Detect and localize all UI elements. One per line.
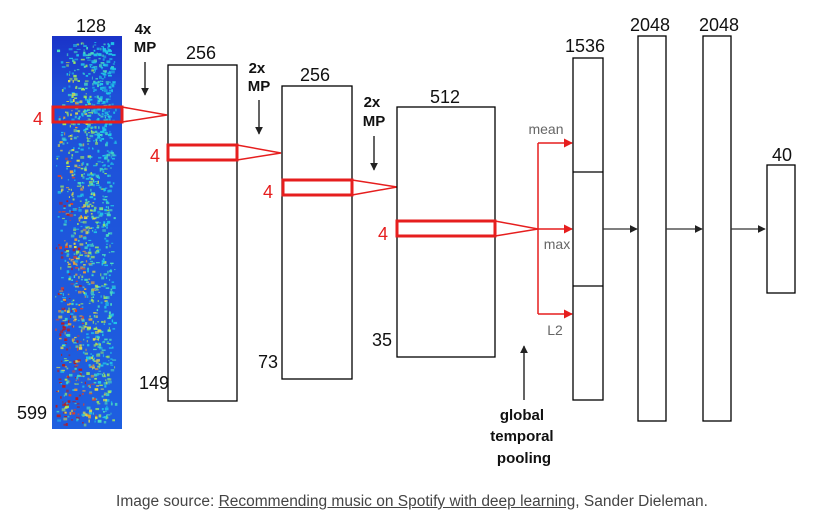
caption-source-link[interactable]: Recommending music on Spotify with deep … — [218, 493, 576, 510]
caption-suffix: , Sander Dieleman. — [575, 493, 708, 510]
conv-layer-3-window-funnel — [494, 220, 539, 237]
conv-layer-2-height-label: 73 — [258, 352, 278, 372]
conv-layer-1: 256 149 4 4x MP — [134, 21, 282, 402]
conv-layer-2: 256 73 4 2x MP — [248, 60, 398, 380]
pooling-branches: mean max L2 — [528, 121, 573, 338]
cnn-architecture-diagram: 128 599 4 256 149 4 4x MP 256 73 4 2x MP… — [17, 15, 796, 467]
dense-layer-1536: 1536 — [565, 36, 605, 401]
image-caption: Image source: Recommending music on Spot… — [0, 493, 824, 511]
conv-layer-1-window-box — [166, 143, 239, 162]
dense-layer-2048-a: 2048 — [630, 15, 670, 422]
pool-branch-l2-label: L2 — [547, 322, 563, 338]
conv-layer-2-window-label: 4 — [263, 182, 273, 202]
spectrogram-height-label: 599 — [17, 403, 47, 423]
output-layer-40-label: 40 — [772, 145, 792, 165]
pool-branch-mean-label: mean — [528, 121, 563, 137]
caption-prefix: Image source: — [116, 493, 219, 510]
conv-layer-1-window-funnel — [236, 144, 282, 161]
dense-layer-2048-b: 2048 — [699, 15, 739, 422]
conv-layer-2-block — [281, 85, 353, 380]
output-layer-40: 40 — [766, 145, 796, 294]
conv-layer-1-window-label: 4 — [150, 146, 160, 166]
spectrogram-window-funnel — [121, 106, 168, 123]
spectrogram-width-label: 128 — [76, 16, 106, 36]
spectrogram-window-box — [51, 105, 124, 124]
conv-layer-2-window-box — [281, 178, 354, 197]
conv-layer-1-block — [167, 64, 238, 402]
max-pool-3-label: 2x MP — [363, 94, 386, 130]
conv-layer-3: 512 35 4 2x MP — [363, 87, 539, 358]
conv-layer-3-window-box — [395, 219, 497, 238]
dense-layer-2048-b-label: 2048 — [699, 15, 739, 35]
pool-branch-max-label: max — [544, 236, 570, 252]
spectrogram-window-label: 4 — [33, 109, 43, 129]
conv-layer-3-window-label: 4 — [378, 224, 388, 244]
dense-layer-2048-a-label: 2048 — [630, 15, 670, 35]
input-spectrogram — [52, 36, 122, 429]
conv-layer-2-width-label: 256 — [300, 65, 330, 85]
conv-layer-1-width-label: 256 — [186, 43, 216, 63]
conv-layer-1-height-label: 149 — [139, 373, 169, 393]
dense-layer-1536-label: 1536 — [565, 36, 605, 56]
conv-layer-3-height-label: 35 — [372, 330, 392, 350]
conv-layer-3-width-label: 512 — [430, 87, 460, 107]
conv-layer-2-window-funnel — [351, 179, 398, 196]
max-pool-1-label: 4x MP — [134, 21, 157, 56]
spectrogram-texture — [55, 42, 118, 427]
global-temporal-pooling-label: global temporal pooling — [490, 407, 558, 467]
max-pool-2-label: 2x MP — [248, 60, 271, 95]
conv-layer-3-block — [396, 106, 496, 358]
